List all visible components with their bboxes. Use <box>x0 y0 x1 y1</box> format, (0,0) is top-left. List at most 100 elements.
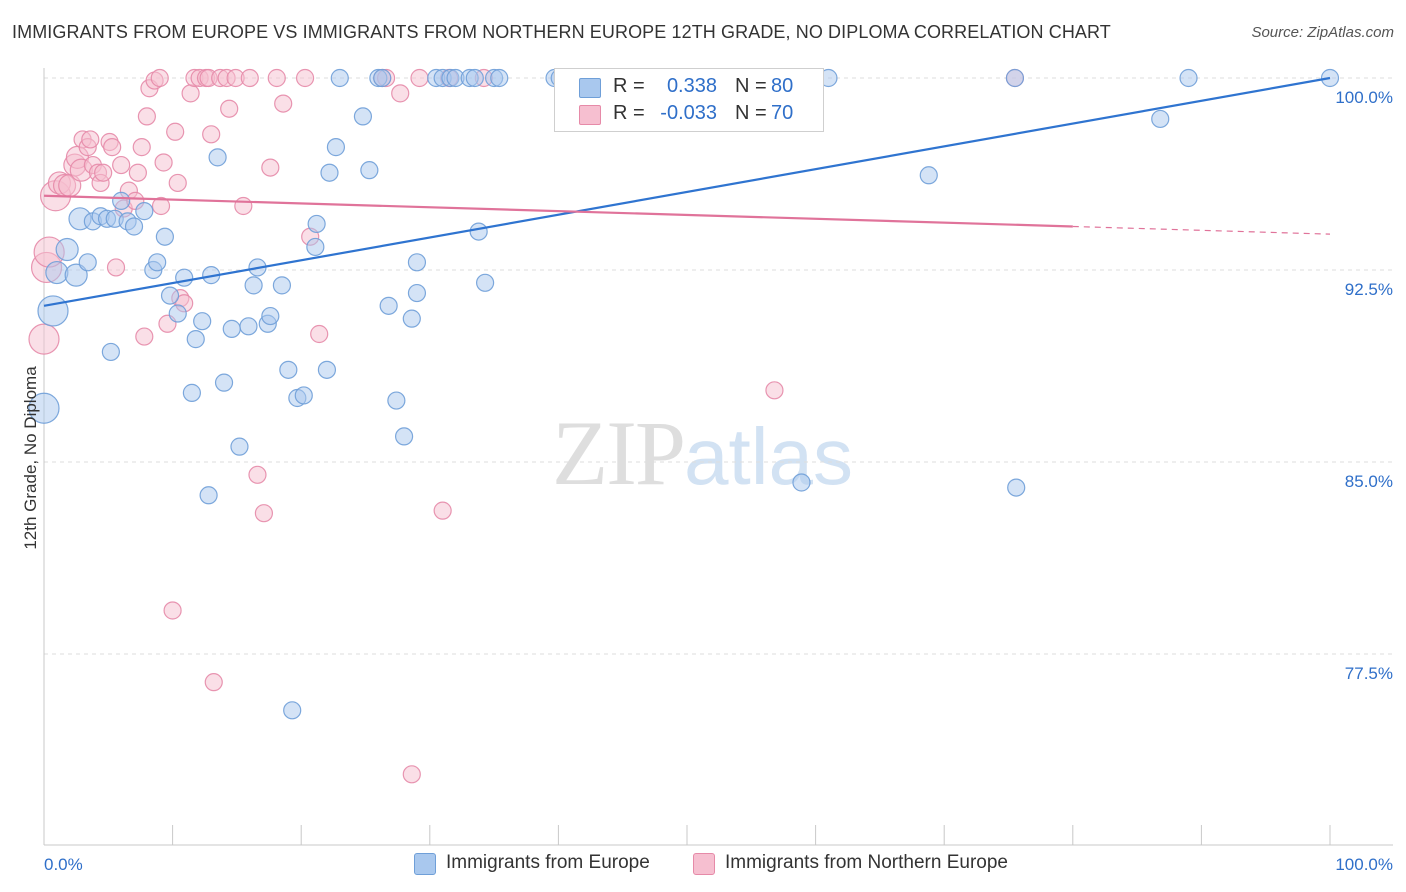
data-point-northern-europe <box>310 324 329 344</box>
data-point-northern-europe <box>254 504 274 523</box>
data-point-northern-europe <box>151 196 171 216</box>
data-point-northern-europe <box>267 68 286 88</box>
data-point-northern-europe <box>433 501 452 520</box>
trend-line-northern-europe <box>43 194 1073 228</box>
data-point-europe <box>360 161 379 180</box>
legend-r-value: 0.338 <box>666 75 717 97</box>
data-point-europe <box>78 253 97 272</box>
grid-lines <box>44 77 1393 655</box>
legend-swatch-northern-europe <box>579 105 601 125</box>
data-point-europe <box>148 253 167 272</box>
data-point-europe <box>112 191 131 210</box>
data-point-europe <box>155 227 174 246</box>
data-point-europe <box>1007 478 1026 497</box>
data-point-northern-europe <box>163 601 182 620</box>
data-point-europe <box>475 273 495 292</box>
data-point-northern-europe <box>81 130 100 149</box>
data-point-europe <box>64 263 88 287</box>
bottom-legend-label-europe: Immigrants from Europe <box>446 852 650 873</box>
x-tick-label-min: 0.0% <box>44 855 83 874</box>
data-point-europe <box>326 138 346 157</box>
data-point-europe <box>279 360 298 379</box>
data-point-europe <box>465 68 484 88</box>
data-point-europe <box>1005 68 1025 88</box>
data-point-europe <box>124 217 144 236</box>
series-northern-europe-points <box>28 68 1025 784</box>
data-point-europe <box>208 148 227 167</box>
data-point-northern-europe <box>220 99 239 118</box>
data-point-northern-europe <box>248 465 267 484</box>
data-point-northern-europe <box>274 94 293 113</box>
data-point-northern-europe <box>168 173 187 193</box>
data-point-northern-europe <box>204 673 223 692</box>
legend-swatch-europe <box>579 78 601 98</box>
data-point-europe <box>306 237 325 257</box>
bottom-legend-swatch-northern-europe <box>693 853 715 875</box>
data-point-europe <box>919 166 938 185</box>
chart-title: IMMIGRANTS FROM EUROPE VS IMMIGRANTS FRO… <box>12 22 1111 42</box>
data-point-europe <box>175 268 194 287</box>
data-point-europe <box>353 107 373 126</box>
axes <box>43 68 1393 846</box>
trend-line-europe <box>43 76 1331 307</box>
data-point-northern-europe <box>202 125 221 144</box>
data-point-europe <box>373 68 392 88</box>
data-point-northern-europe <box>261 158 280 177</box>
legend-n-label: N = <box>735 102 767 124</box>
data-point-northern-europe <box>154 153 173 172</box>
data-point-northern-europe <box>112 155 131 175</box>
data-point-northern-europe <box>94 163 113 182</box>
x-tick-label-max: 100.0% <box>1335 855 1393 874</box>
data-point-europe <box>160 286 180 305</box>
data-point-europe <box>199 486 218 505</box>
legend-r-label: R = <box>613 102 645 124</box>
data-point-northern-europe <box>234 196 253 216</box>
data-point-europe <box>317 360 337 379</box>
data-point-europe <box>469 222 488 241</box>
data-point-europe <box>394 427 414 446</box>
data-point-northern-europe <box>410 68 429 88</box>
data-point-northern-europe <box>402 765 421 784</box>
data-point-europe <box>792 473 811 492</box>
data-point-europe <box>244 276 263 295</box>
data-point-europe <box>1179 68 1198 88</box>
data-point-europe <box>320 163 339 182</box>
y-tick-labels: 77.5% 85.0% 92.5% 100.0% <box>1335 88 1393 683</box>
data-point-europe <box>330 68 349 88</box>
data-point-europe <box>193 312 212 331</box>
data-point-europe <box>379 296 398 315</box>
data-point-northern-europe <box>135 327 154 346</box>
legend-r-value: -0.033 <box>660 102 717 124</box>
data-point-northern-europe <box>128 163 147 182</box>
data-point-europe <box>294 386 313 405</box>
legend-row-europe: R = 0.338 N = 80 <box>555 73 823 101</box>
data-point-europe <box>283 701 302 720</box>
legend-n-label: N = <box>735 75 767 97</box>
data-point-northern-europe <box>150 68 169 88</box>
data-point-europe <box>1151 109 1170 129</box>
data-point-europe <box>186 330 205 349</box>
data-point-northern-europe <box>181 84 200 103</box>
trend-lines <box>43 76 1331 307</box>
data-point-europe <box>402 309 421 328</box>
data-point-northern-europe <box>166 122 185 141</box>
data-point-europe <box>101 342 120 362</box>
watermark-atlas: atlas <box>684 412 853 501</box>
series-europe-points <box>28 68 1340 720</box>
watermark: ZIPatlas <box>552 400 853 506</box>
data-point-europe <box>239 317 258 336</box>
data-point-europe <box>261 306 280 326</box>
legend-n-value: 70 <box>771 102 794 124</box>
y-tick-label: 100.0% <box>1335 88 1393 107</box>
data-point-europe <box>222 319 241 338</box>
data-point-europe <box>407 253 427 272</box>
data-point-europe <box>272 276 292 295</box>
data-point-northern-europe <box>106 258 126 277</box>
correlation-legend: R = 0.338 N = 80 R = -0.033 N = 70 <box>554 68 824 132</box>
data-point-europe <box>37 295 69 327</box>
data-point-europe <box>168 304 187 323</box>
bottom-legend-swatch-europe <box>414 853 436 875</box>
data-point-northern-europe <box>137 107 156 126</box>
data-point-europe <box>182 383 201 402</box>
data-point-northern-europe <box>103 138 122 157</box>
